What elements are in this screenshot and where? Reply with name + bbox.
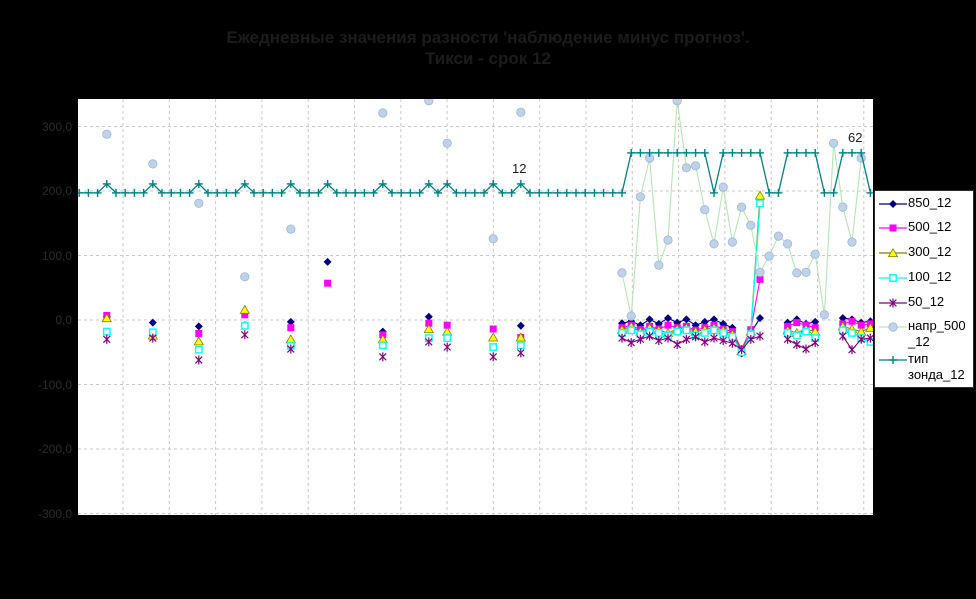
probe-type-annotation-62: 62	[848, 130, 863, 145]
legend-item-напр_500_12: напр_500 _12	[878, 318, 973, 351]
series-тип зонда_12	[78, 148, 873, 197]
probe-type-annotation-12: 12	[512, 161, 527, 176]
circle-legend-marker-icon	[879, 322, 907, 332]
legend-item-label: 300_12	[908, 244, 952, 259]
legend-item-label: 50_12	[908, 294, 945, 309]
legend-item-label: напр_500 _12	[908, 318, 966, 349]
star-legend-marker-icon	[879, 298, 907, 308]
legend-item-50_12: 50_12	[878, 294, 973, 318]
y-axis-tick-label: -100,0	[37, 377, 72, 392]
chart-title-line1: Ежедневные значения разности 'наблюдение…	[226, 28, 750, 47]
diamond-legend-marker-icon	[879, 200, 907, 208]
square-legend-marker-icon	[879, 224, 907, 232]
y-axis-tick-label: 100,0	[41, 248, 72, 263]
legend-item-500_12: 500_12	[878, 219, 973, 244]
legend-item-label: 500_12	[908, 219, 952, 234]
series-500_12	[103, 275, 873, 353]
y-axis-tick-label: -200,0	[37, 442, 72, 456]
legend-item-label: 850_12	[908, 195, 952, 210]
y-axis-tick-label: 300,0	[41, 119, 72, 134]
legend-item-label: тип зонда_12	[908, 351, 965, 382]
chart-title: Ежедневные значения разности 'наблюдение…	[0, 27, 976, 69]
legend-item-100_12: 100_12	[878, 269, 973, 294]
legend: 850_12 500_12 300_12 100_12 50_12 напр_500 _1…	[874, 190, 974, 388]
chart-title-line2: Тикси - срок 12	[425, 49, 551, 68]
legend-item-label: 100_12	[908, 269, 952, 284]
plot-area	[78, 99, 873, 515]
plus-legend-marker-icon	[879, 356, 907, 364]
y-axis-tick-label: 200,0	[41, 184, 72, 198]
legend-item-типзонда_12: тип зонда_12	[878, 351, 973, 384]
y-axis-tick-label: -300,0	[37, 506, 72, 521]
triangle-legend-marker-icon	[879, 247, 907, 257]
y-axis-tick-label: 0,0	[55, 313, 72, 327]
legend-item-300_12: 300_12	[878, 244, 973, 269]
gridlines	[78, 99, 873, 515]
series-напр_500_12	[102, 99, 866, 321]
legend-item-850_12: 850_12	[878, 195, 973, 219]
open-square-legend-marker-icon	[879, 274, 907, 282]
series-50_12	[102, 330, 873, 365]
